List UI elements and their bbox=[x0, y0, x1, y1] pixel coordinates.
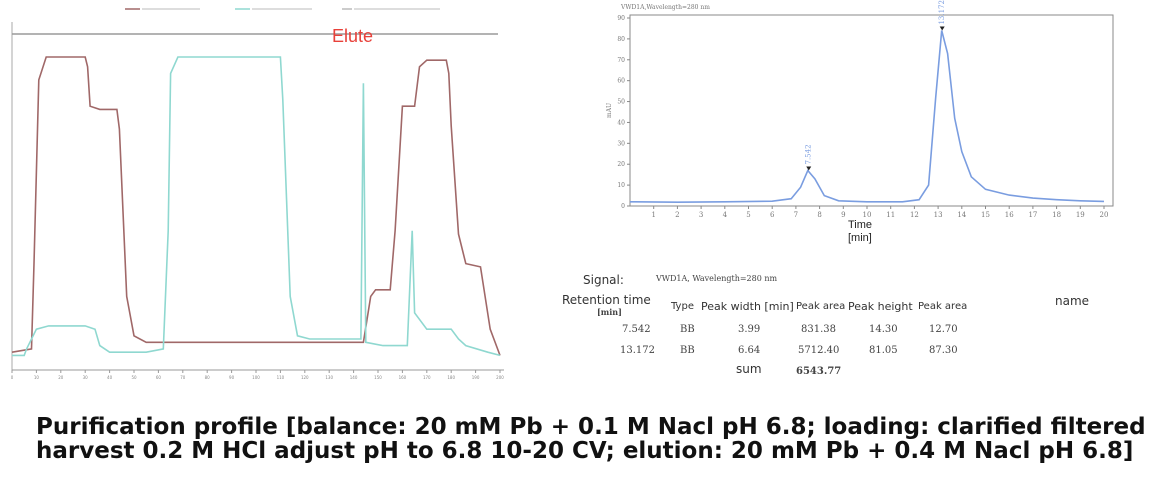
x-tick-label: 18 bbox=[1052, 211, 1061, 219]
x-tick-label: 16 bbox=[1005, 211, 1014, 219]
x-tick-label: 8 bbox=[817, 211, 821, 219]
left-x-tick-label: 10 bbox=[34, 375, 40, 380]
x-tick-label: 10 bbox=[863, 211, 872, 219]
left-x-tick-label: 140 bbox=[350, 375, 358, 380]
x-tick-label: 1 bbox=[651, 211, 655, 219]
left-x-tick-label: 200 bbox=[496, 375, 504, 380]
signal-value: VWD1A, Wavelength=280 nm bbox=[656, 274, 778, 283]
series-cyan-line bbox=[12, 56, 501, 357]
x-tick-label: 3 bbox=[699, 211, 703, 219]
x-axis-label-unit: [min] bbox=[848, 232, 872, 244]
y-tick-label: 80 bbox=[617, 36, 625, 43]
sum-value: 6543.77 bbox=[796, 366, 842, 377]
purification-profile-chart: 0 10 20 30 40 50 60 70 80 90 100 110 120 130 140 150 160… bbox=[11, 8, 504, 380]
left-x-ticks: 0 10 20 30 40 50 60 70 80 90 100 110 120 130 140 150 160… bbox=[11, 370, 504, 380]
peak-label: 7.542 bbox=[805, 144, 813, 164]
chromatogram-title: VWD1A,Wavelength=280 nm bbox=[620, 4, 710, 11]
elute-annotation: Elute bbox=[332, 26, 373, 46]
x-tick-label: 15 bbox=[981, 211, 990, 219]
left-x-tick-label: 160 bbox=[399, 375, 407, 380]
header-peak-area-pct: Peak area bbox=[918, 301, 968, 312]
absorbance-trace bbox=[629, 30, 1105, 204]
y-axis-label: mAU bbox=[606, 103, 613, 118]
y-tick-label: 60 bbox=[617, 78, 625, 85]
x-tick-label: 4 bbox=[723, 211, 728, 219]
left-x-tick-label: 60 bbox=[156, 375, 162, 380]
header-peak-width: Peak width [min] bbox=[701, 300, 794, 313]
left-x-tick-label: 50 bbox=[131, 375, 137, 380]
peak-marker bbox=[939, 26, 945, 31]
peak-markers: 7.542 13.172 bbox=[805, 0, 946, 171]
signal-label: Signal: bbox=[583, 273, 624, 287]
left-x-tick-label: 70 bbox=[180, 375, 186, 380]
x-ticks: 1 2 3 4 5 6 7 8 9 10 11 12 13 14 15 16 17 18 19 20 bbox=[651, 206, 1108, 219]
x-tick-label: 19 bbox=[1076, 211, 1085, 219]
header-peak-area: Peak area bbox=[796, 301, 846, 312]
peak-label: 13.172 bbox=[938, 0, 946, 25]
chromatogram-chart: VWD1A,Wavelength=280 nm mAU 0 10 20 30 40 50 6… bbox=[606, 0, 1114, 244]
y-tick-label: 10 bbox=[617, 182, 625, 189]
x-tick-label: 12 bbox=[910, 211, 919, 219]
y-tick-label: 0 bbox=[621, 203, 625, 210]
x-tick-label: 9 bbox=[841, 211, 845, 219]
left-x-tick-label: 110 bbox=[277, 375, 285, 380]
sum-label: sum bbox=[736, 362, 762, 376]
x-tick-label: 2 bbox=[675, 211, 679, 219]
left-x-tick-label: 130 bbox=[325, 375, 333, 380]
y-tick-label: 30 bbox=[617, 140, 625, 147]
row2-rt: 13.172 bbox=[620, 345, 655, 356]
row1-height: 14.30 bbox=[869, 324, 898, 335]
row1-width: 3.99 bbox=[738, 324, 761, 335]
header-name: name bbox=[1055, 294, 1090, 308]
header-peak-height: Peak height bbox=[848, 300, 913, 313]
x-tick-label: 17 bbox=[1028, 211, 1037, 219]
left-x-tick-label: 0 bbox=[11, 375, 14, 380]
y-tick-label: 50 bbox=[617, 99, 625, 106]
row1-area-pct: 12.70 bbox=[929, 324, 958, 335]
left-x-tick-label: 80 bbox=[205, 375, 211, 380]
row1-rt: 7.542 bbox=[622, 324, 651, 335]
figure-caption: Purification profile [balance: 20 mM Pb … bbox=[36, 414, 1146, 464]
peak-marker bbox=[806, 166, 812, 171]
left-x-tick-label: 170 bbox=[423, 375, 431, 380]
x-axis-label-time: Time bbox=[848, 219, 872, 231]
left-x-tick-label: 150 bbox=[374, 375, 382, 380]
row2-width: 6.64 bbox=[738, 345, 761, 356]
series-brown-line bbox=[11, 56, 501, 356]
header-retention-time: Retention time bbox=[562, 293, 651, 307]
left-x-tick-label: 100 bbox=[252, 375, 260, 380]
y-ticks: 0 10 20 30 40 50 60 70 80 90 bbox=[617, 15, 630, 210]
row2-area-pct: 87.30 bbox=[929, 345, 958, 356]
header-retention-unit: [min] bbox=[597, 307, 622, 317]
left-x-tick-label: 190 bbox=[472, 375, 480, 380]
left-x-tick-label: 90 bbox=[229, 375, 235, 380]
x-tick-label: 5 bbox=[746, 211, 750, 219]
y-tick-label: 70 bbox=[617, 57, 625, 64]
x-tick-label: 6 bbox=[770, 211, 775, 219]
row2-height: 81.05 bbox=[869, 345, 898, 356]
left-x-tick-label: 180 bbox=[447, 375, 455, 380]
row1-type: BB bbox=[680, 324, 695, 335]
left-x-tick-label: 120 bbox=[301, 375, 309, 380]
left-x-tick-label: 20 bbox=[58, 375, 64, 380]
x-tick-label: 11 bbox=[886, 211, 895, 219]
y-tick-label: 20 bbox=[617, 161, 625, 168]
header-type: Type bbox=[671, 301, 694, 312]
left-x-tick-label: 30 bbox=[83, 375, 89, 380]
y-tick-label: 90 bbox=[617, 15, 625, 22]
x-tick-label: 13 bbox=[934, 211, 943, 219]
row2-type: BB bbox=[680, 345, 695, 356]
plot-frame bbox=[629, 14, 1114, 207]
row2-area: 5712.40 bbox=[798, 345, 840, 356]
left-x-tick-label: 40 bbox=[107, 375, 113, 380]
x-tick-label: 14 bbox=[957, 211, 966, 219]
x-tick-label: 7 bbox=[794, 211, 798, 219]
y-tick-label: 40 bbox=[617, 119, 625, 126]
x-tick-label: 20 bbox=[1100, 211, 1109, 219]
row1-area: 831.38 bbox=[801, 324, 836, 335]
